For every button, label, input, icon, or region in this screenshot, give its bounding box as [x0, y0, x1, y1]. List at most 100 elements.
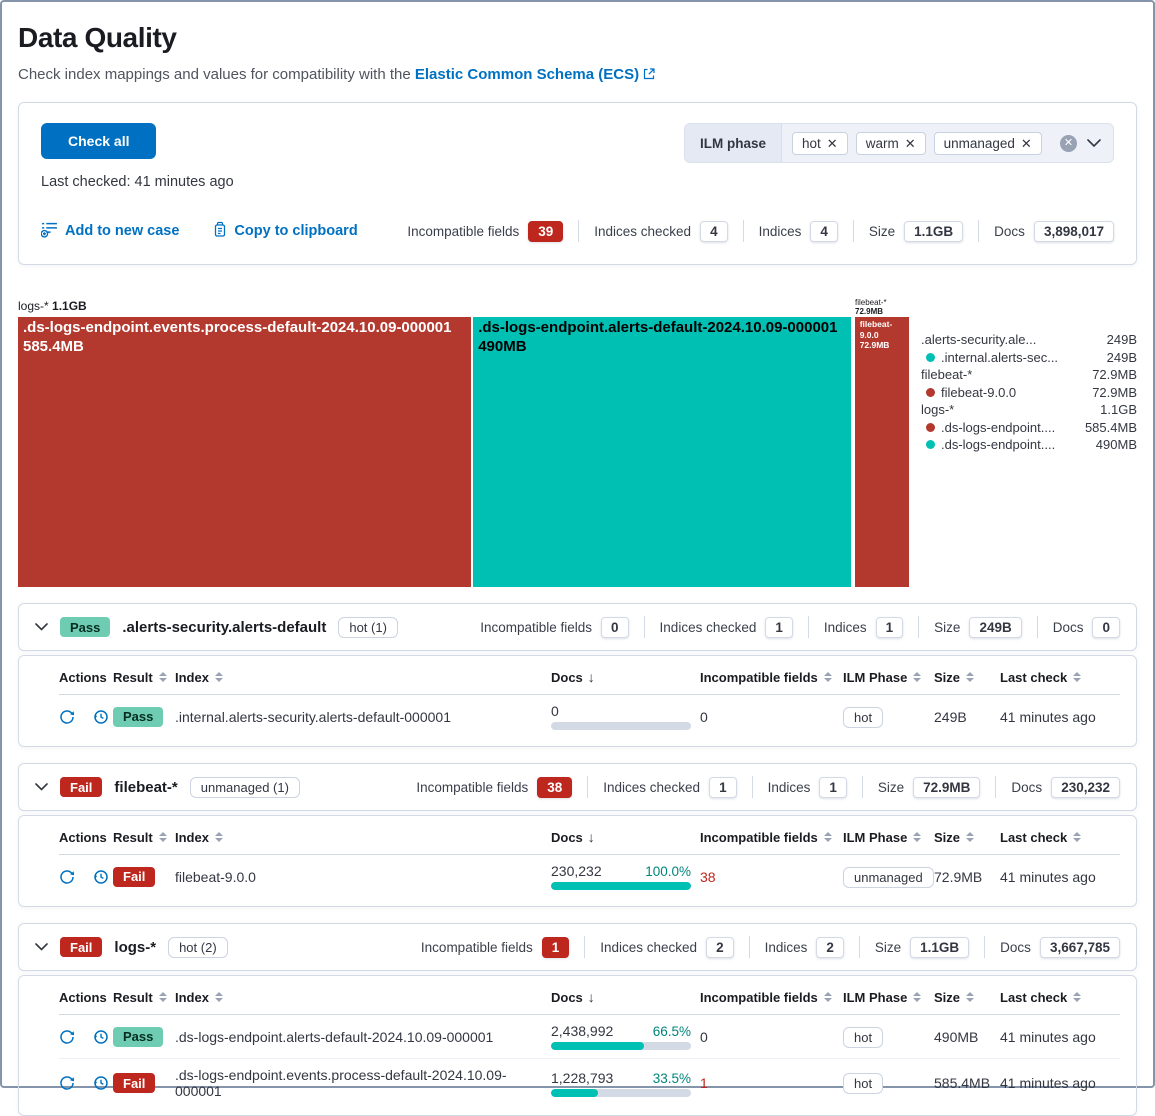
col-index[interactable]: Index [175, 981, 551, 1014]
legend-item-row[interactable]: .ds-logs-endpoint.... 490MB [921, 436, 1137, 454]
remove-icon[interactable]: ✕ [826, 135, 838, 151]
chevron-down-icon[interactable] [35, 623, 48, 631]
remove-icon[interactable]: ✕ [1020, 135, 1032, 151]
add-case-icon [40, 221, 58, 242]
col-docs[interactable]: Docs ↓ [551, 669, 595, 685]
chevron-down-icon[interactable] [35, 783, 48, 791]
legend-item-row[interactable]: .ds-logs-endpoint.... 585.4MB [921, 419, 1137, 437]
stat-label: Incompatible fields [407, 223, 520, 239]
col-index[interactable]: Index [175, 661, 551, 694]
clear-filter-icon[interactable]: ✕ [1060, 134, 1077, 152]
col-last-check[interactable]: Last check [1000, 821, 1120, 854]
col-index[interactable]: Index [175, 821, 551, 854]
legend-item-row[interactable]: filebeat-9.0.0 72.9MB [921, 384, 1137, 402]
stat-label: Indices checked [659, 619, 757, 635]
stat-value-badge: 230,232 [1051, 776, 1120, 798]
check-now-icon[interactable] [59, 709, 75, 725]
col-result[interactable]: Result [113, 981, 175, 1014]
last-check-time: 41 minutes ago [1000, 1075, 1096, 1091]
col-incompatible[interactable]: Incompatible fields [700, 821, 843, 854]
remove-icon[interactable]: ✕ [904, 135, 916, 151]
docs-count: 2,438,992 [551, 1023, 614, 1039]
treemap-tile-alerts-default[interactable]: .ds-logs-endpoint.alerts-default-2024.10… [473, 317, 851, 587]
legend-value: 249B [1106, 332, 1137, 347]
history-icon[interactable] [93, 1029, 109, 1045]
history-icon[interactable] [93, 1075, 109, 1091]
col-result[interactable]: Result [113, 821, 175, 854]
check-now-icon[interactable] [59, 1075, 75, 1091]
last-check-time: 41 minutes ago [1000, 1028, 1096, 1045]
sort-icon [823, 992, 832, 1002]
history-icon[interactable] [93, 709, 109, 725]
ilm-phase-count-pill: unmanaged (1) [189, 776, 300, 798]
docs-count: 0 [551, 703, 559, 719]
pattern-title: .alerts-security.alerts-default [122, 618, 327, 636]
copy-icon [211, 221, 227, 242]
result-badge: Pass [113, 706, 164, 727]
add-case-label: Add to new case [65, 223, 180, 239]
docs-progress-bar [551, 1042, 691, 1050]
ilm-pill-unmanaged[interactable]: unmanaged ✕ [933, 131, 1042, 155]
history-icon[interactable] [93, 869, 109, 885]
ilm-phase-filter[interactable]: ILM phase hot ✕ warm ✕ unmanaged ✕ ✕ [684, 123, 1114, 163]
check-now-icon[interactable] [59, 1029, 75, 1045]
col-size[interactable]: Size [934, 661, 1000, 694]
stat-label: Indices checked [603, 779, 701, 795]
legend-label: logs-* [921, 402, 955, 417]
indices-table: Actions Result Index Docs ↓ Incompatible … [18, 815, 1137, 907]
chevron-down-icon[interactable] [35, 943, 48, 951]
stat-indices-checked: Indices checked 4 [594, 220, 728, 242]
ilm-pill-warm[interactable]: warm ✕ [855, 131, 926, 155]
copy-to-clipboard-button[interactable]: Copy to clipboard [211, 221, 358, 242]
accordion-header[interactable]: Fail logs-* hot (2) Incompatible fields 1… [18, 923, 1137, 971]
copy-label: Copy to clipboard [234, 223, 358, 239]
col-ilm[interactable]: ILM Phase [843, 821, 934, 854]
col-incompatible[interactable]: Incompatible fields [700, 661, 843, 694]
stat-value-badge: 1.1GB [910, 936, 970, 958]
incompatible-count: 38 [700, 868, 716, 885]
storage-treemap: logs-* 1.1GB filebeat-* 72.9MB .ds-logs-… [18, 287, 1137, 587]
col-docs[interactable]: Docs ↓ [551, 829, 595, 845]
treemap-tile-filebeat[interactable]: filebeat-9.0.0 72.9MB [854, 317, 909, 587]
index-name: filebeat-9.0.0 [175, 868, 256, 885]
col-ilm[interactable]: ILM Phase [843, 661, 934, 694]
section-stats: Incompatible fields 0 Indices checked 1 In… [480, 616, 1120, 638]
stat-label: Indices checked [594, 223, 692, 239]
col-incompatible[interactable]: Incompatible fields [700, 981, 843, 1014]
stat-label: Indices [823, 619, 867, 635]
chevron-down-icon[interactable] [1087, 139, 1101, 147]
accordion-header[interactable]: Fail filebeat-* unmanaged (1) Incompatib… [18, 763, 1137, 811]
section-stats: Incompatible fields 38 Indices checked 1 I… [416, 776, 1120, 798]
ecs-link[interactable]: Elastic Common Schema (ECS) [414, 66, 640, 83]
col-size[interactable]: Size [934, 821, 1000, 854]
treemap-group-filebeat-label: filebeat-* 72.9MB [855, 298, 887, 316]
sort-icon [158, 672, 167, 682]
col-last-check[interactable]: Last check [1000, 981, 1120, 1014]
check-all-button[interactable]: Check all [41, 123, 157, 159]
add-to-new-case-button[interactable]: Add to new case [40, 221, 180, 242]
col-actions: Actions [59, 989, 107, 1005]
stat-label: Indices [764, 939, 808, 955]
legend-value: 1.1GB [1100, 402, 1137, 417]
sort-icon [1073, 832, 1082, 842]
check-now-icon[interactable] [59, 869, 75, 885]
ilm-pill-hot[interactable]: hot ✕ [792, 131, 848, 155]
col-ilm[interactable]: ILM Phase [843, 981, 934, 1014]
result-badge: Fail [113, 866, 156, 887]
sort-desc-icon: ↓ [587, 829, 595, 845]
stat-value-badge: 1 [765, 616, 793, 638]
legend-item-row[interactable]: .internal.alerts-sec... 249B [921, 349, 1137, 367]
stat-value-badge: 1.1GB [904, 220, 964, 242]
col-docs[interactable]: Docs ↓ [551, 989, 595, 1005]
treemap-tile-events-process[interactable]: .ds-logs-endpoint.events.process-default… [18, 317, 472, 587]
stat-label: Indices [767, 779, 811, 795]
result-badge: Fail [60, 937, 103, 957]
stat-docs: Docs 3,898,017 [994, 220, 1114, 242]
docs-progress-bar [551, 882, 691, 890]
accordion-header[interactable]: Pass .alerts-security.alerts-default hot… [18, 603, 1137, 651]
ilm-phase-pill: unmanaged [843, 866, 934, 888]
col-result[interactable]: Result [113, 661, 175, 694]
col-size[interactable]: Size [934, 981, 1000, 1014]
sort-icon [913, 832, 922, 842]
col-last-check[interactable]: Last check [1000, 661, 1120, 694]
